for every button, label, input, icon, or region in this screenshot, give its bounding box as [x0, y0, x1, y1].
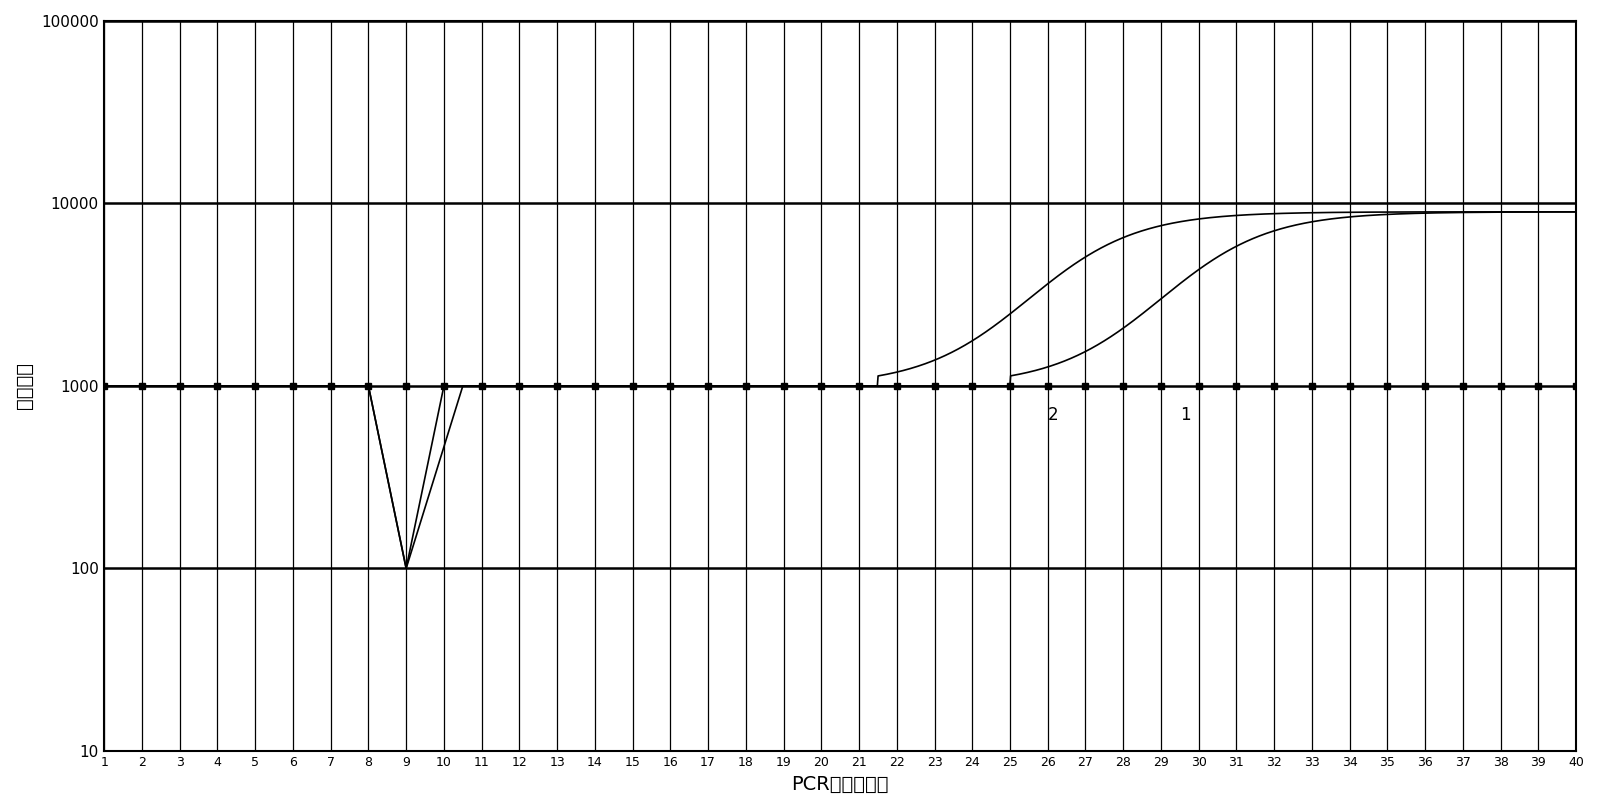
- X-axis label: PCR反应循环数: PCR反应循环数: [792, 775, 889, 794]
- Text: 2: 2: [1047, 406, 1059, 424]
- Text: 1: 1: [1180, 406, 1190, 424]
- Y-axis label: 荧光强度: 荧光强度: [14, 362, 34, 409]
